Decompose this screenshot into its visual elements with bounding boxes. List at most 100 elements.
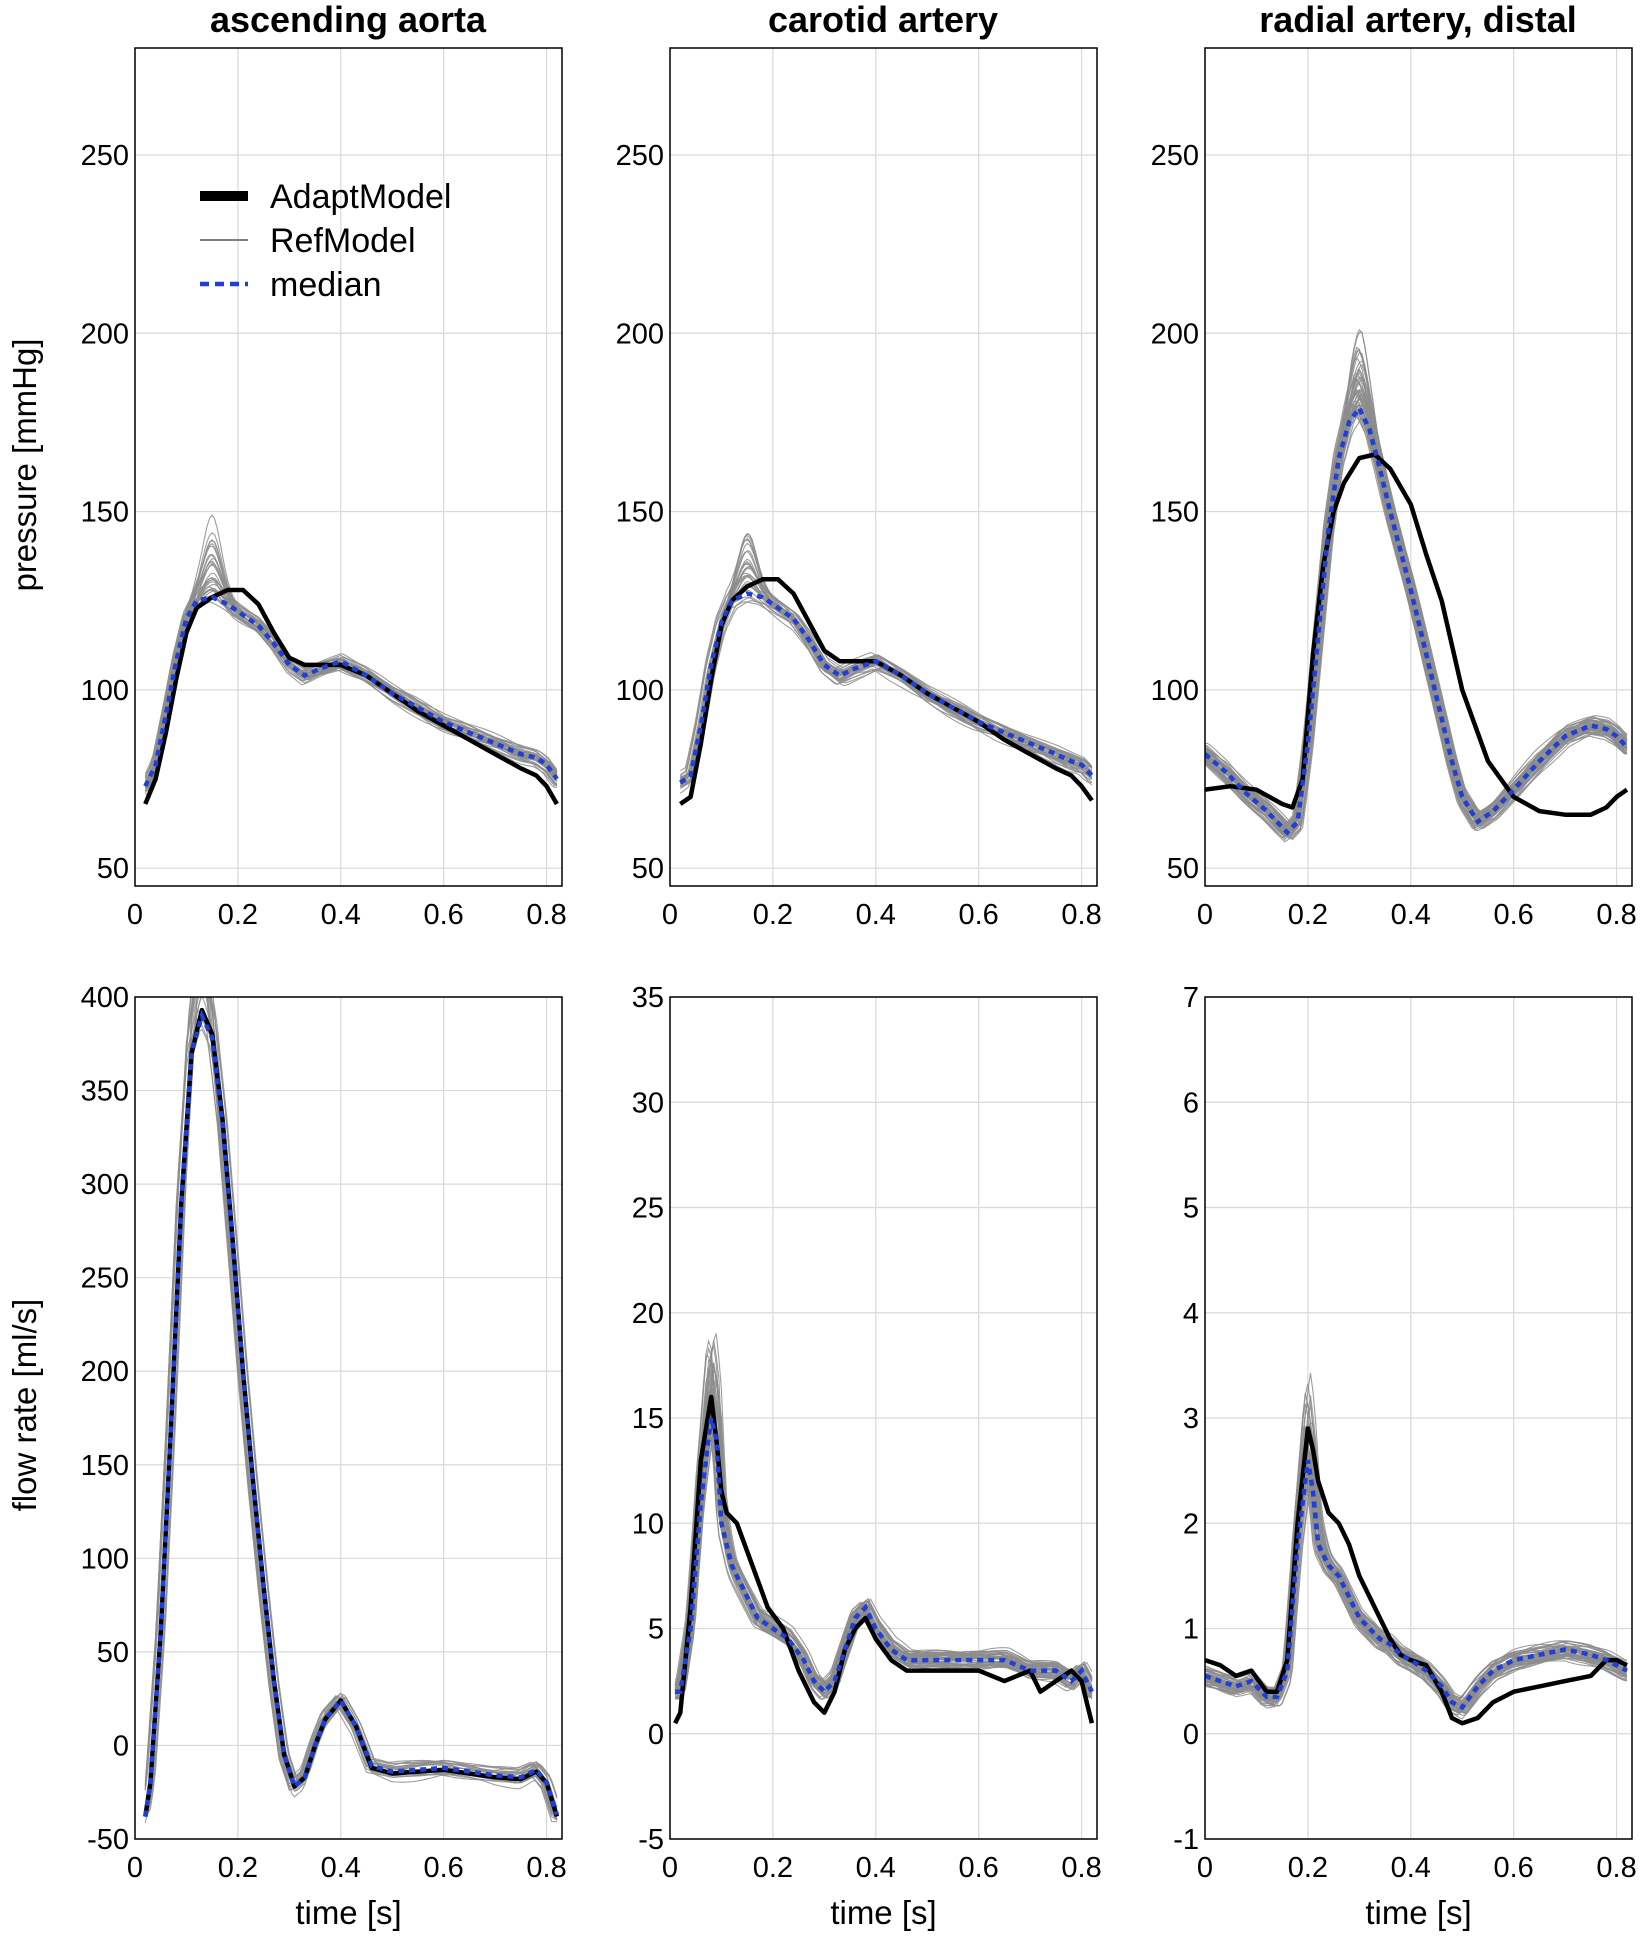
x-tick-label: 0.4 [856,1852,896,1884]
refmodel-line [144,997,557,1810]
refmodel-line [1205,415,1627,841]
y-tick-label: 50 [97,853,129,885]
column-titles: ascending aorta carotid artery radial ar… [210,0,1577,40]
axes-frame [669,996,1098,1840]
median-line [143,594,559,788]
y-tick-label: 50 [632,853,664,885]
y-tick-label: 5 [648,1614,664,1646]
x-tick-label: 0.8 [526,1852,566,1884]
refmodel-line [144,997,557,1810]
x-tick-label: 0.8 [1061,1852,1101,1884]
y-tick-label: 0 [648,1719,664,1751]
refmodel-lines [674,1333,1093,1700]
y-tick-label: -5 [638,1824,664,1856]
median-line [1205,1459,1628,1711]
refmodel-line [1205,1469,1627,1714]
x-tick-label: 0.4 [321,1852,361,1884]
x-axis-label: time [s] [295,1894,401,1931]
legend-label-median: median [270,266,382,304]
y-tick-label: 7 [1183,982,1199,1014]
y-tick-label: 150 [616,497,664,529]
adaptmodel-line [1205,452,1629,817]
x-tick-label: 0.6 [959,1852,999,1884]
refmodel-line [675,1363,1093,1688]
refmodel-line [144,997,558,1814]
refmodel-line [680,596,1093,787]
x-tick-label: 0 [662,899,678,931]
y-tick-label: 5 [1183,1193,1199,1225]
refmodel-line [679,596,1093,794]
x-tick-label: 0.6 [1494,1852,1534,1884]
x-axis-label: time [s] [830,1894,936,1931]
y-tick-label: 250 [81,1263,129,1295]
refmodel-line [675,1417,1093,1698]
y-tick-label: 200 [81,1356,129,1388]
refmodel-line [680,534,1093,779]
y-tick-label: 100 [1151,675,1199,707]
legend-label-refmodel: RefModel [270,222,416,260]
x-tick-label: 0 [127,899,143,931]
x-tick-label: 0.2 [218,1852,258,1884]
refmodel-line [144,997,558,1816]
x-tick-label: 0.4 [856,899,896,931]
refmodel-line [675,1405,1093,1700]
refmodel-line [144,595,558,786]
y-tick-label: 50 [1167,853,1199,885]
y-tick-label: 200 [1151,318,1199,350]
x-tick-label: 0.2 [753,899,793,931]
adaptmodel-line [679,577,1094,806]
refmodel-line [144,1015,558,1820]
refmodel-line [145,581,558,795]
y-axis-label-flow-rate: flow rate [ml/s] [6,1299,43,1512]
x-tick-label: 0.4 [1391,899,1431,931]
axes-frame [1204,996,1633,1840]
refmodel-line [680,574,1093,778]
refmodel-line [144,579,558,780]
column-title-radial-artery-distal: radial artery, distal [1259,0,1576,40]
x-tick-label: 0.8 [1061,899,1101,931]
column-title-carotid-artery: carotid artery [768,0,998,40]
refmodel-line [144,1028,558,1822]
legend-label-adaptmodel: AdaptModel [270,178,451,216]
y-tick-label: 4 [1183,1298,1199,1330]
refmodel-line [1205,1473,1628,1713]
refmodel-line [674,1412,1093,1699]
refmodel-line [1205,363,1628,823]
refmodel-line [144,1013,558,1821]
axes-frame [134,47,563,887]
x-tick-label: 0.2 [1288,899,1328,931]
refmodel-line [680,600,1093,787]
refmodel-lines [1205,328,1628,843]
adaptmodel-line [1205,1426,1628,1726]
y-tick-label: 350 [81,1076,129,1108]
x-tick-label: 0.6 [959,899,999,931]
refmodel-line [144,997,558,1813]
y-tick-label: 200 [81,318,129,350]
x-tick-label: 0.2 [1288,1852,1328,1884]
refmodel-line [144,997,557,1811]
refmodel-line [144,997,558,1809]
refmodel-lines [1205,1372,1628,1720]
refmodel-line [144,1016,558,1823]
y-tick-label: 2 [1183,1508,1199,1540]
y-tick-label: 100 [616,675,664,707]
y-tick-label: 150 [1151,497,1199,529]
y-tick-label: 250 [81,140,129,172]
y-tick-label: 250 [616,140,664,172]
refmodel-line [145,590,558,789]
x-tick-label: 0.6 [424,1852,464,1884]
panel-pressure-ascending-aorta: 50 100 150 200 250 0 0.2 0.4 0.6 0.8 [81,47,567,931]
refmodel-line [1205,1472,1628,1715]
adaptmodel-line [143,1007,560,1818]
y-tick-label: 100 [81,1543,129,1575]
refmodel-line [144,1007,557,1823]
refmodel-line [675,1409,1093,1699]
refmodel-line [145,997,558,1815]
refmodel-line [675,1366,1092,1690]
refmodel-line [1205,377,1627,836]
y-tick-label: -50 [87,1824,129,1856]
y-tick-label: 100 [81,675,129,707]
